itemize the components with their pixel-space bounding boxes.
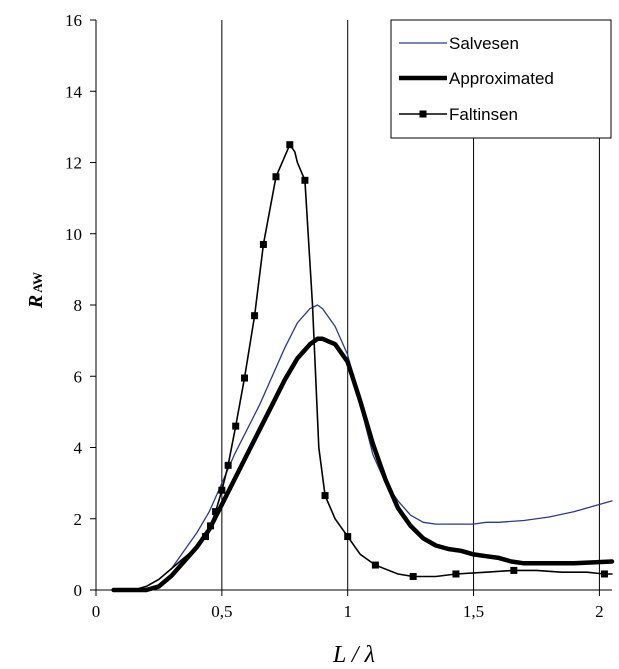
x-tick-label: 1,5 [463, 602, 484, 621]
legend: Salvesen Approximated Faltinsen [390, 19, 612, 139]
faltinsen-marker [321, 492, 329, 500]
y-tick-label: 16 [65, 11, 82, 30]
faltinsen-marker [600, 570, 608, 578]
faltinsen-marker [241, 374, 249, 382]
y-tick-label: 4 [74, 439, 83, 458]
faltinsen-marker [224, 461, 232, 469]
faltinsen-marker [251, 312, 259, 320]
faltinsen-marker [201, 533, 209, 541]
series-group [111, 141, 615, 593]
x-tick-label: 0 [92, 602, 101, 621]
faltinsen-marker [409, 572, 417, 580]
y-axis-label-main: R [25, 295, 47, 309]
faltinsen-marker [510, 566, 518, 574]
x-axis-label: L / λ [332, 642, 375, 668]
faltinsen-marker [452, 570, 460, 578]
y-axis-label: R AW [25, 272, 47, 309]
y-tick-label: 14 [65, 82, 83, 101]
y-tick-label: 10 [65, 225, 82, 244]
faltinsen-marker [344, 533, 352, 541]
faltinsen-marker [207, 522, 215, 530]
x-tick-label: 1 [343, 602, 352, 621]
x-tick-label: 2 [595, 602, 604, 621]
series-line-salvesen [112, 304, 613, 591]
faltinsen-marker [232, 422, 240, 430]
faltinsen-marker [218, 486, 226, 494]
y-axis-label-subscript: AW [30, 272, 45, 293]
legend-marker-faltinsen [419, 110, 427, 118]
y-tick-label: 0 [74, 581, 83, 600]
faltinsen-marker [286, 141, 294, 149]
y-tick-label: 6 [74, 367, 83, 386]
faltinsen-marker [212, 508, 220, 516]
x-tick-label: 0,5 [211, 602, 232, 621]
y-tick-label: 2 [74, 510, 83, 529]
legend-label-salvesen: Salvesen [449, 34, 519, 53]
y-tick-label: 8 [74, 296, 83, 315]
faltinsen-marker [259, 240, 267, 248]
legend-label-faltinsen: Faltinsen [449, 105, 518, 124]
faltinsen-marker [371, 561, 379, 569]
legend-label-approximated: Approximated [449, 69, 554, 88]
faltinsen-marker [301, 176, 309, 184]
series-line-faltinsen [112, 143, 613, 591]
faltinsen-marker [272, 173, 280, 181]
y-tick-label: 12 [65, 154, 82, 173]
